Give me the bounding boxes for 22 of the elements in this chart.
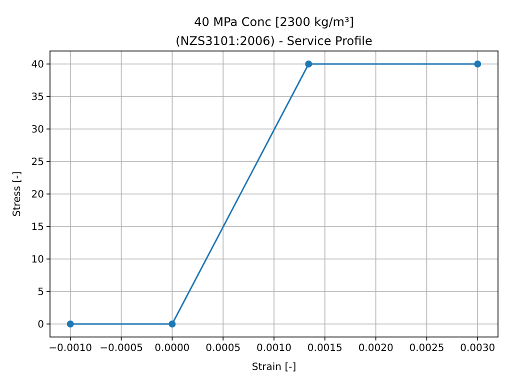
- x-tick-label: 0.0005: [206, 343, 241, 354]
- y-tick-label: 5: [38, 287, 44, 298]
- y-tick-label: 25: [31, 157, 44, 168]
- y-tick-label: 10: [31, 254, 44, 266]
- x-tick-label: 0.0000: [154, 343, 190, 354]
- x-tick-label: 0.0010: [256, 343, 292, 354]
- x-axis-title: Strain [-]: [252, 362, 296, 373]
- y-tick-label: 35: [31, 92, 44, 103]
- x-tick-label: 0.0030: [460, 343, 496, 354]
- x-tick-label: 0.0025: [409, 343, 444, 354]
- y-tick-label: 40: [31, 60, 44, 70]
- y-axis-title: Stress [-]: [12, 171, 23, 217]
- y-tick-label: 15: [31, 222, 44, 233]
- x-tick-label: −0.0005: [100, 343, 143, 354]
- y-tick-label: 30: [31, 124, 44, 136]
- x-tick-label: −0.0010: [48, 343, 92, 354]
- chart-subtitle: (NZS3101:2006) - Service Profile: [176, 34, 372, 48]
- y-tick-label: 20: [31, 190, 44, 200]
- chart-title: 40 MPa Conc [2300 kg/m³]: [194, 15, 354, 29]
- x-tick-label: 0.0020: [358, 343, 394, 354]
- x-tick-label: 0.0015: [307, 343, 342, 354]
- y-tick-label: 0: [38, 320, 44, 330]
